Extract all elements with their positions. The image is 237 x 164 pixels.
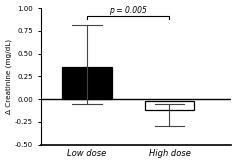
Bar bbox=[62, 67, 112, 99]
Text: p = 0.005: p = 0.005 bbox=[109, 6, 147, 15]
Y-axis label: Δ Creatinine (mg/dL): Δ Creatinine (mg/dL) bbox=[5, 39, 12, 114]
Bar bbox=[145, 101, 194, 110]
